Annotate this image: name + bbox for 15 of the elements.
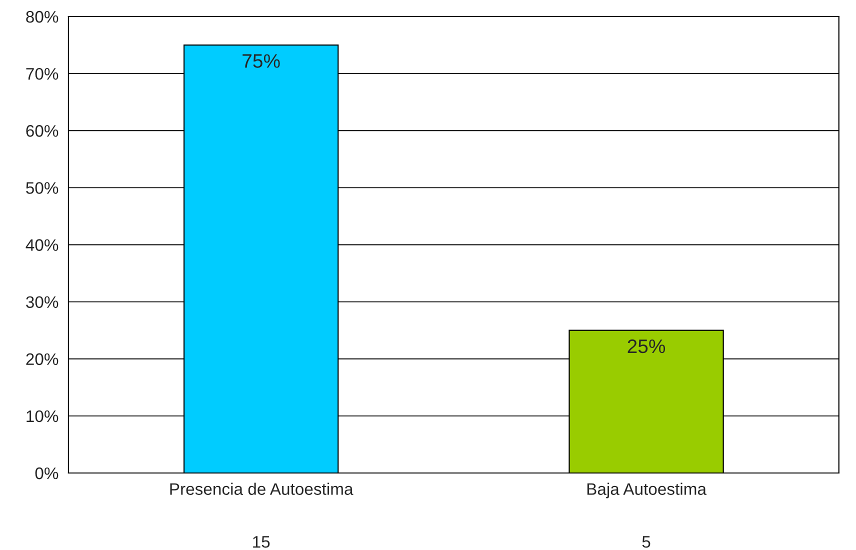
x-tick-label: Baja Autoestima xyxy=(587,482,707,498)
text: 5 xyxy=(642,536,650,548)
data-label: 25% xyxy=(628,339,666,354)
x-tick-label: Presencia de Autoestima xyxy=(170,482,354,495)
y-tick-label: 0% xyxy=(35,467,58,480)
y-tick-label: 30% xyxy=(26,296,58,308)
y-tick-label: 60% xyxy=(26,125,58,137)
y-tick-label: 70% xyxy=(26,68,58,80)
data-label: 75% xyxy=(242,54,280,68)
y-tick-label: 40% xyxy=(26,239,58,251)
y-tick-label: 20% xyxy=(26,353,58,366)
text: 15 xyxy=(253,536,270,548)
y-tick-label: 10% xyxy=(26,410,58,422)
y-tick-label: 50% xyxy=(26,182,58,194)
y-tick-label: 80% xyxy=(26,10,58,23)
